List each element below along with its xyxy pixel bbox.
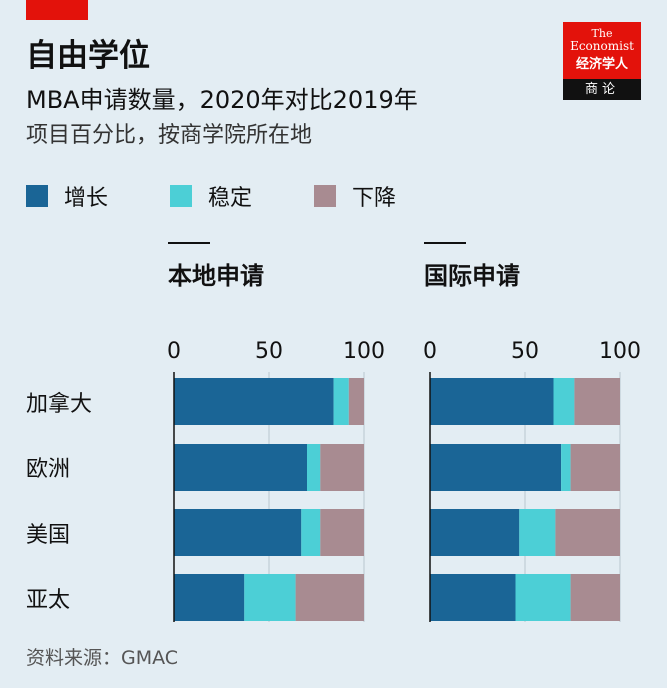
legend-item-decrease: 下降 bbox=[314, 180, 396, 212]
bar-segment bbox=[574, 378, 620, 425]
legend-item-increase: 增长 bbox=[26, 180, 108, 212]
source-note: 资料来源：GMAC bbox=[26, 647, 179, 669]
panel-title-local: 本地申请 bbox=[168, 242, 264, 291]
bar-segment bbox=[174, 444, 307, 491]
panel-title-international-text: 国际申请 bbox=[424, 262, 520, 290]
bar-segment bbox=[174, 378, 334, 425]
row-label-usa: 美国 bbox=[26, 523, 71, 548]
bar-segment bbox=[307, 444, 321, 491]
bar-segment bbox=[519, 509, 556, 556]
bar-segment bbox=[570, 574, 620, 621]
bar-segment bbox=[430, 444, 562, 491]
legend-swatch-stable bbox=[170, 185, 193, 207]
x-tick-label: 50 bbox=[511, 339, 539, 364]
bar-segment bbox=[174, 509, 302, 556]
bar-segment bbox=[174, 574, 245, 621]
panel-title-rule bbox=[168, 242, 210, 244]
legend-label-stable: 稳定 bbox=[208, 186, 253, 211]
bar-segment bbox=[430, 509, 520, 556]
economist-logo: The Economist 经济学人 商论 bbox=[563, 22, 641, 100]
bar-segment bbox=[515, 574, 571, 621]
x-tick-label: 100 bbox=[599, 339, 641, 364]
bar-segment bbox=[561, 444, 571, 491]
x-tick-label: 0 bbox=[423, 339, 437, 364]
brand-red-tab bbox=[26, 0, 88, 20]
legend-label-increase: 增长 bbox=[64, 186, 109, 211]
row-label-asia-pacific: 亚太 bbox=[26, 588, 71, 613]
bar-segment bbox=[320, 509, 364, 556]
logo-economist: Economist bbox=[570, 39, 634, 53]
bar-segment bbox=[333, 378, 349, 425]
bar-segment bbox=[295, 574, 364, 621]
x-tick-label: 100 bbox=[343, 339, 385, 364]
chart-legend: 增长 稳定 下降 bbox=[26, 180, 458, 212]
legend-item-stable: 稳定 bbox=[170, 180, 252, 212]
bar-segment bbox=[430, 378, 554, 425]
bar-segment bbox=[430, 574, 516, 621]
bar-segment bbox=[320, 444, 364, 491]
bar-segment bbox=[570, 444, 620, 491]
bar-segment bbox=[301, 509, 321, 556]
bar-segment bbox=[348, 378, 364, 425]
panel-title-international: 国际申请 bbox=[424, 242, 520, 291]
logo-the: The bbox=[591, 27, 613, 40]
bar-segment bbox=[553, 378, 575, 425]
legend-swatch-decrease bbox=[314, 185, 337, 207]
legend-label-decrease: 下降 bbox=[352, 186, 397, 211]
row-label-canada: 加拿大 bbox=[26, 392, 93, 417]
logo-chinese: 经济学人 bbox=[575, 57, 628, 72]
bar-segment bbox=[244, 574, 296, 621]
chart-subsubtitle: 项目百分比，按商学院所在地 bbox=[26, 123, 313, 148]
bar-segment bbox=[555, 509, 620, 556]
legend-swatch-increase bbox=[26, 185, 48, 207]
panel-title-local-text: 本地申请 bbox=[168, 262, 264, 290]
row-label-europe: 欧洲 bbox=[26, 457, 71, 482]
panel-title-rule bbox=[424, 242, 466, 244]
x-tick-label: 0 bbox=[167, 339, 181, 364]
logo-band: 商论 bbox=[563, 79, 641, 100]
chart-title: 自由学位 bbox=[26, 38, 150, 74]
x-tick-label: 50 bbox=[255, 339, 283, 364]
chart-subtitle: MBA申请数量，2020年对比2019年 bbox=[26, 86, 418, 114]
